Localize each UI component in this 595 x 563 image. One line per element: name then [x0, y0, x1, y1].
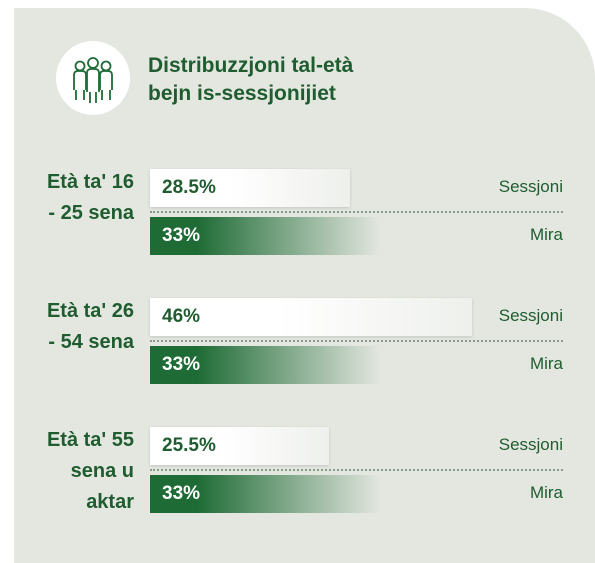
- bar: 46%: [150, 298, 472, 336]
- category-label: Età ta' 55 sena u aktar: [46, 429, 134, 513]
- separator: [150, 469, 563, 471]
- series-label: Mira: [529, 225, 563, 244]
- chart-title: Distribuzzjoni tal-età bejn is-sessjonij…: [148, 54, 354, 105]
- bar: 28.5%: [150, 169, 350, 207]
- value-label: 46%: [162, 306, 201, 327]
- series-label: Sessjoni: [498, 435, 563, 454]
- bar: 33%: [150, 475, 381, 513]
- value-label: 25.5%: [162, 435, 216, 456]
- icon: [56, 41, 130, 115]
- category-label: Età ta' 26 - 54 sena: [46, 300, 134, 353]
- series-label: Sessjoni: [498, 177, 563, 196]
- series-label: Mira: [529, 483, 563, 502]
- value-label: 28.5%: [162, 177, 216, 198]
- value-label: 33%: [162, 354, 201, 375]
- bar: 33%: [150, 346, 381, 384]
- separator: [150, 211, 563, 213]
- bar: 25.5%: [150, 427, 329, 465]
- value-label: 33%: [162, 225, 201, 246]
- series-label: Mira: [529, 354, 563, 373]
- series-label: Sessjoni: [498, 306, 563, 325]
- category-label: Età ta' 16 - 25 sena: [46, 171, 134, 224]
- bar: 33%: [150, 217, 381, 255]
- value-label: 33%: [162, 483, 201, 504]
- separator: [150, 340, 563, 342]
